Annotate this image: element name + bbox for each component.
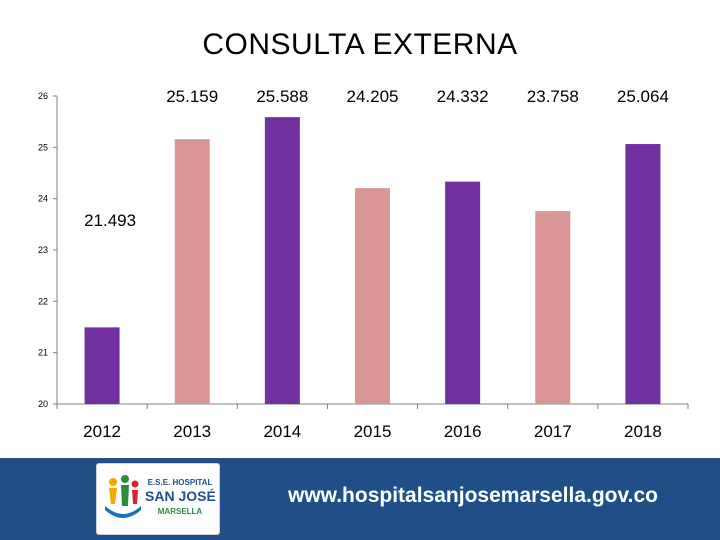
x-tick-label: 2015 (354, 422, 392, 441)
bar-2016 (445, 181, 481, 404)
data-label-2014: 25.588 (256, 87, 308, 106)
website-url[interactable]: www.hospitalsanjosemarsella.gov.co (288, 484, 658, 507)
data-label-2012: 21.493 (84, 211, 136, 230)
data-label-2017: 23.758 (527, 87, 579, 106)
data-label-2016: 24.332 (437, 87, 489, 106)
x-tick-label: 2017 (534, 422, 572, 441)
chart-title: CONSULTA EXTERNA (202, 28, 518, 61)
bar-chart: 20 21 22 23 24 25 26 2012 21.493 2013 25.159 2014 25… (38, 87, 689, 441)
bar-2013 (174, 139, 210, 404)
data-label-2013: 25.159 (166, 87, 218, 106)
y-tick-label: 24 (38, 194, 48, 204)
x-tick-label: 2016 (444, 422, 482, 441)
y-tick-label: 22 (38, 296, 48, 306)
bar-2012 (84, 327, 120, 404)
x-tick-label: 2014 (263, 422, 301, 441)
logo-text-top: E.S.E. HOSPITAL (147, 478, 213, 487)
family-hands-logo-icon (105, 475, 141, 518)
y-tick-label: 23 (38, 245, 48, 255)
logo-text-main: SAN JOSÉ (145, 488, 216, 504)
footer-bar: E.S.E. HOSPITAL SAN JOSÉ MARSELLA www.ho… (0, 458, 720, 540)
x-tick-label: 2018 (624, 422, 662, 441)
x-tick-label: 2012 (83, 422, 121, 441)
bar-2014 (264, 117, 300, 405)
bar-2017 (535, 211, 571, 404)
bar-2015 (355, 188, 390, 404)
chart-labels: 20 21 22 23 24 25 26 2012 21.493 2013 25.159 2014 25… (38, 87, 669, 441)
data-label-2018: 25.064 (617, 87, 669, 106)
y-tick-label: 25 (38, 142, 48, 152)
chart-bars (84, 117, 661, 405)
y-tick-label: 20 (38, 399, 48, 409)
hospital-logo: E.S.E. HOSPITAL SAN JOSÉ MARSELLA (96, 463, 220, 535)
logo-text-bottom: MARSELLA (157, 507, 203, 516)
y-tick-label: 21 (38, 348, 48, 358)
x-tick-label: 2013 (173, 422, 211, 441)
y-tick-label: 26 (38, 91, 48, 101)
bar-2018 (625, 144, 661, 404)
data-label-2015: 24.205 (347, 87, 399, 106)
